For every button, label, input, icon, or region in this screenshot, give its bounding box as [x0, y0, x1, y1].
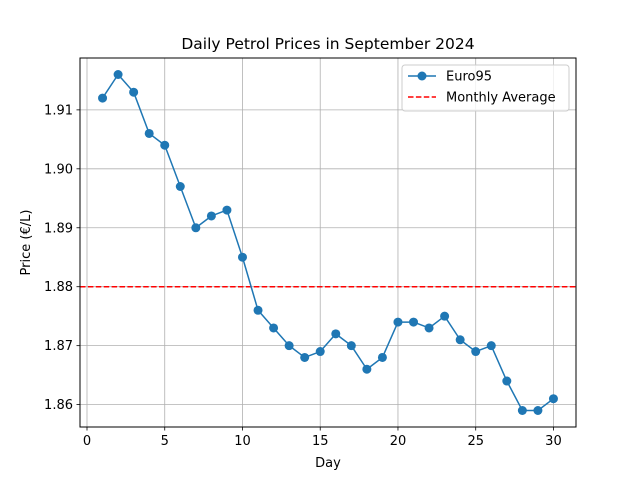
data-point — [98, 93, 108, 103]
data-point — [486, 341, 496, 351]
x-tick-label: 15 — [312, 434, 329, 449]
data-point — [284, 341, 294, 351]
x-tick-label: 20 — [390, 434, 407, 449]
legend-label-monthly-average: Monthly Average — [446, 91, 556, 106]
data-point — [502, 376, 512, 386]
data-point — [377, 352, 387, 362]
data-point — [222, 205, 232, 215]
data-point — [315, 347, 325, 357]
x-tick-label: 30 — [545, 434, 562, 449]
data-point — [362, 364, 372, 374]
y-axis: 1.86 1.87 1.88 1.89 1.90 1.91 — [44, 103, 80, 413]
x-axis: 0 5 10 15 20 25 30 — [83, 427, 562, 449]
data-point — [331, 329, 341, 339]
y-tick-label: 1.90 — [44, 162, 73, 177]
x-axis-label: Day — [315, 456, 341, 471]
data-point — [393, 317, 403, 327]
x-tick-label: 10 — [234, 434, 251, 449]
x-tick-label: 25 — [467, 434, 484, 449]
legend: Euro95 Monthly Average — [401, 64, 570, 112]
data-point — [160, 140, 170, 150]
data-point — [409, 317, 419, 327]
y-axis-label: Price (€/L) — [19, 210, 34, 276]
data-point — [269, 323, 279, 333]
data-point — [533, 405, 543, 415]
series-group — [98, 70, 558, 415]
data-point — [144, 128, 154, 138]
x-tick-label: 0 — [83, 434, 91, 449]
data-point — [440, 311, 450, 321]
data-point — [455, 335, 465, 345]
y-tick-label: 1.87 — [44, 339, 73, 354]
plot-frame — [79, 57, 577, 428]
data-point — [424, 323, 434, 333]
data-point — [253, 305, 263, 315]
y-tick-label: 1.91 — [44, 103, 73, 118]
data-point — [346, 341, 356, 351]
data-point — [206, 211, 216, 221]
data-point — [113, 70, 123, 80]
y-tick-label: 1.89 — [44, 221, 73, 236]
legend-frame — [401, 64, 570, 112]
y-tick-label: 1.86 — [44, 398, 73, 413]
data-point — [129, 87, 139, 97]
series-line-euro95 — [101, 73, 554, 412]
chart-title: Daily Petrol Prices in September 2024 — [181, 35, 474, 53]
legend-label-euro95: Euro95 — [446, 70, 492, 85]
data-point — [175, 182, 185, 192]
data-point — [191, 223, 201, 233]
data-point — [237, 252, 247, 262]
data-point — [517, 405, 527, 415]
y-tick-label: 1.88 — [44, 280, 73, 295]
data-point — [471, 347, 481, 357]
legend-marker-euro95 — [417, 71, 427, 81]
grid — [80, 58, 576, 427]
data-point — [548, 394, 558, 404]
x-tick-label: 5 — [161, 434, 169, 449]
data-point — [300, 352, 310, 362]
